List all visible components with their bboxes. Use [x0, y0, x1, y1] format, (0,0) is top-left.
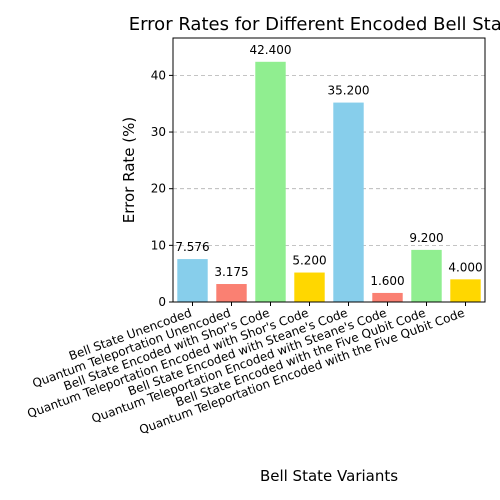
data-label: 9.200 [409, 231, 443, 245]
data-label: 35.200 [328, 84, 370, 98]
data-label: 7.576 [175, 240, 209, 254]
bar [255, 61, 286, 302]
y-axis: 0 10 20 30 40 [151, 68, 173, 309]
value-labels: 7.576 3.175 42.400 5.200 35.200 1.600 9.200 4.0… [175, 43, 482, 288]
bar [294, 272, 325, 302]
chart-title: Error Rates for Different Encoded Bell S… [129, 14, 500, 35]
y-axis-label: Error Rate (%) [120, 117, 138, 223]
data-label: 4.000 [448, 260, 482, 274]
bars [177, 61, 481, 302]
data-label: 3.175 [214, 265, 248, 279]
bar [333, 102, 364, 302]
y-tick-label: 0 [158, 295, 166, 309]
y-tick-label: 30 [151, 125, 166, 139]
bar [450, 279, 481, 302]
y-tick-label: 10 [151, 238, 166, 252]
data-label: 1.600 [370, 274, 404, 288]
data-label: 5.200 [292, 254, 326, 268]
data-label: 42.400 [250, 43, 292, 57]
bar [216, 284, 247, 302]
bar [411, 249, 442, 302]
y-tick-label: 40 [151, 68, 166, 82]
x-axis-label: Bell State Variants [260, 467, 398, 485]
plot-frame [172, 37, 486, 303]
bar [177, 259, 208, 302]
y-tick-label: 20 [151, 182, 166, 196]
bar [372, 292, 403, 302]
